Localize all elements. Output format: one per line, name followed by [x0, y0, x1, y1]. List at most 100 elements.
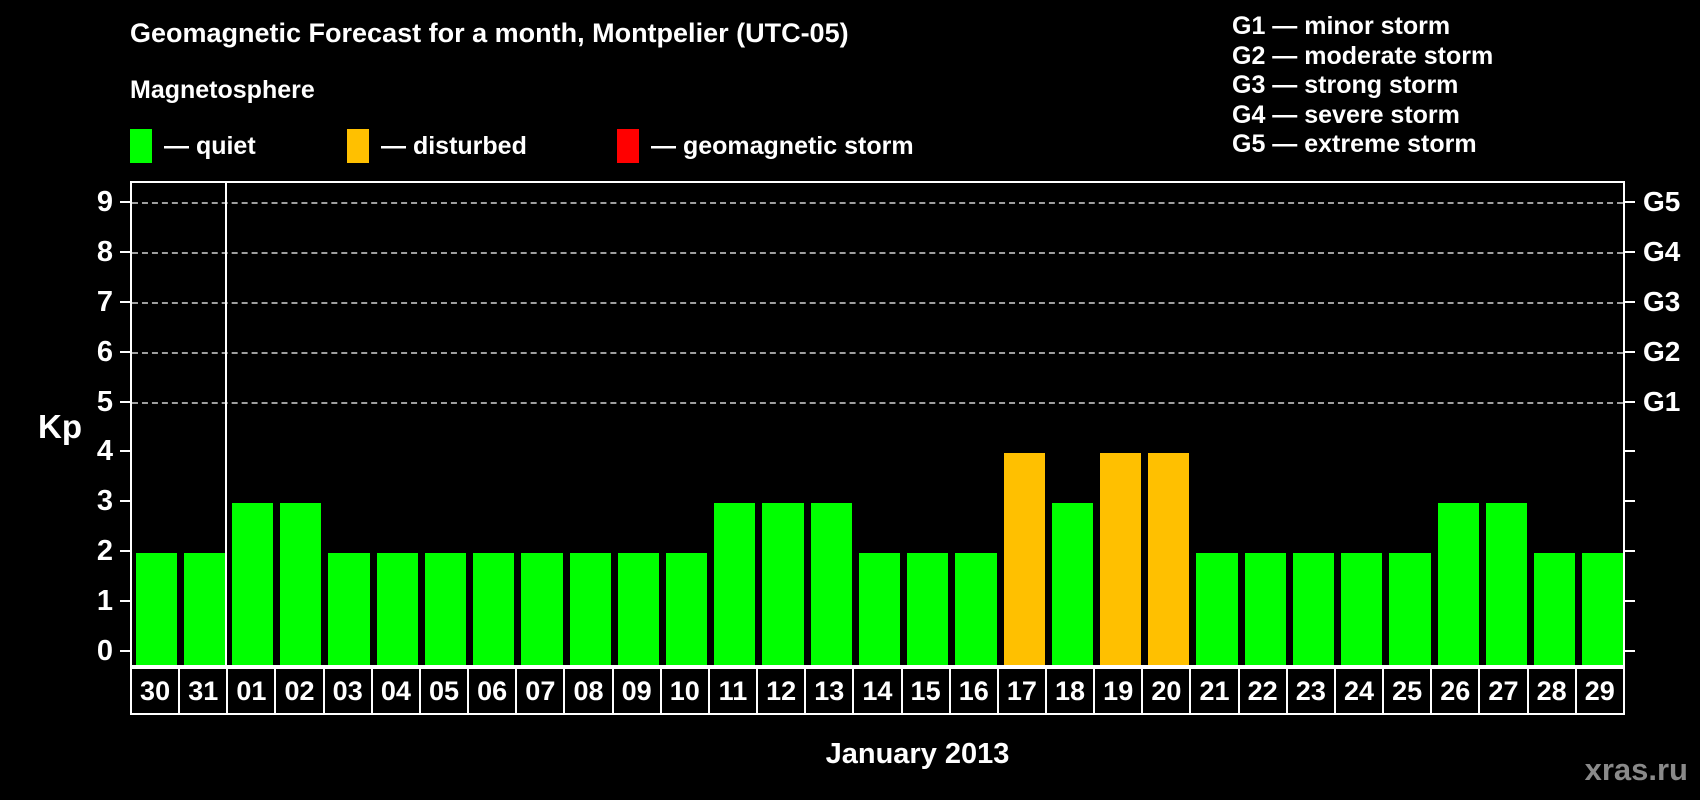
right-tick-kp3: [1625, 500, 1635, 503]
right-tick-kp0: [1625, 650, 1635, 652]
kp-bar-28: [1534, 553, 1576, 665]
plot-area: [130, 181, 1625, 667]
kp-bar-12: [762, 503, 804, 665]
kp-bar-10: [665, 553, 708, 665]
g-scale-item-g1: G1 — minor storm: [1232, 12, 1451, 40]
date-axis-row: 30 31 01 02 03 04 05 06 07 08 09 10 11 12 13 14 15 16 17 18…: [130, 667, 1625, 715]
gridline-kp5: [132, 401, 1623, 404]
g-tick-label-g3: G3: [1643, 285, 1681, 317]
right-tick-kp1: [1625, 600, 1635, 603]
date-cell-19: 19: [1093, 667, 1144, 715]
legend-item-disturbed: — disturbed: [347, 127, 527, 165]
date-cell-10: 10: [659, 667, 710, 715]
g-tick-label-g1: G1: [1643, 385, 1681, 417]
kp-bar-01: [231, 503, 274, 665]
kp-bar-31: [183, 553, 225, 665]
disturbed-color-swatch: [347, 129, 369, 163]
chart-title: Geomagnetic Forecast for a month, Montpe…: [130, 18, 849, 48]
date-cell-09: 09: [611, 667, 662, 715]
date-cell-05: 05: [418, 667, 470, 715]
kp-bar-13: [810, 503, 852, 665]
date-cell-07: 07: [515, 667, 566, 715]
g-scale-item-g2: G2 — moderate storm: [1232, 41, 1494, 70]
kp-bar-02: [280, 503, 322, 665]
kp-bar-20: [1148, 453, 1190, 665]
kp-bar-15: [907, 553, 949, 665]
gridline-kp9: [132, 201, 1623, 204]
left-tick-kp0: [120, 650, 130, 652]
right-tick-kp8: [1625, 250, 1635, 253]
magnetosphere-legend-title: Magnetosphere: [130, 76, 315, 104]
kp-bar-09: [617, 553, 659, 665]
x-axis-label: January 2013: [825, 738, 1010, 770]
kp-bar-17: [1003, 453, 1045, 665]
date-cell-22: 22: [1237, 667, 1288, 715]
date-cell-25: 25: [1382, 667, 1433, 715]
kp-bar-06: [473, 553, 515, 665]
date-cell-26: 26: [1430, 667, 1481, 715]
y-tick-label-4: 4: [96, 435, 113, 468]
left-tick-kp8: [120, 250, 130, 253]
kp-bar-08: [569, 553, 611, 665]
date-cell-02: 02: [274, 667, 325, 715]
date-cell-08: 08: [563, 667, 614, 715]
y-tick-label-9: 9: [96, 185, 113, 218]
date-cell-12: 12: [756, 667, 807, 715]
gridline-kp8: [132, 251, 1623, 254]
date-cell-11: 11: [707, 667, 759, 715]
y-tick-label-0: 0: [96, 635, 113, 667]
kp-bar-18: [1051, 503, 1093, 665]
legend-item-label: — disturbed: [381, 131, 527, 160]
g-scale-item-g4: G4 — severe storm: [1232, 100, 1460, 129]
kp-bar-11: [714, 503, 756, 665]
kp-bar-30: [135, 553, 177, 665]
date-cell-01: 01: [226, 667, 277, 715]
date-cell-16: 16: [948, 667, 999, 715]
kp-bar-19: [1100, 453, 1142, 665]
legend-item-geomagnetic-storm: — geomagnetic storm: [617, 127, 914, 165]
kp-bar-16: [955, 553, 997, 665]
left-tick-kp2: [120, 550, 130, 553]
g-scale-item-g3: G3 — strong storm: [1232, 71, 1459, 100]
kp-bar-05: [424, 553, 467, 665]
y-tick-label-6: 6: [96, 335, 113, 368]
gridline-kp6: [132, 351, 1623, 354]
kp-bar-04: [376, 553, 418, 665]
right-tick-kp2: [1625, 550, 1635, 553]
kp-bar-29: [1582, 553, 1624, 665]
kp-bar-22: [1244, 553, 1286, 665]
date-cell-03: 03: [322, 667, 373, 715]
date-cell-23: 23: [1285, 667, 1336, 715]
kp-bar-24: [1341, 553, 1383, 665]
magnetosphere-legend: — quiet — disturbed — geomagnetic storm: [130, 127, 1030, 165]
left-tick-kp9: [120, 200, 130, 203]
kp-bar-26: [1437, 503, 1479, 665]
left-tick-kp7: [120, 300, 130, 303]
right-tick-kp6: [1625, 350, 1635, 353]
legend-item-label: — geomagnetic storm: [651, 131, 914, 160]
date-cell-20: 20: [1141, 667, 1192, 715]
date-cell-30: 30: [130, 667, 181, 715]
date-cell-31: 31: [178, 667, 229, 715]
left-tick-kp6: [120, 350, 130, 353]
quiet-color-swatch: [130, 129, 152, 163]
y-tick-label-7: 7: [96, 285, 113, 318]
date-cell-28: 28: [1526, 667, 1577, 715]
y-axis-label: Kp: [38, 408, 82, 445]
right-tick-kp5: [1625, 400, 1635, 403]
left-tick-kp3: [120, 500, 130, 503]
date-cell-04: 04: [370, 667, 421, 715]
date-cell-15: 15: [900, 667, 951, 715]
y-tick-label-8: 8: [96, 235, 113, 268]
kp-bar-07: [521, 553, 563, 665]
date-cell-17: 17: [996, 667, 1047, 715]
date-cell-06: 06: [467, 667, 518, 715]
kp-bar-03: [328, 553, 370, 665]
left-tick-kp4: [120, 450, 130, 453]
kp-bar-21: [1196, 553, 1238, 665]
date-cell-29: 29: [1574, 667, 1625, 715]
kp-bar-25: [1389, 553, 1431, 665]
legend-item-label: — quiet: [164, 131, 256, 160]
date-cell-18: 18: [1044, 667, 1096, 715]
